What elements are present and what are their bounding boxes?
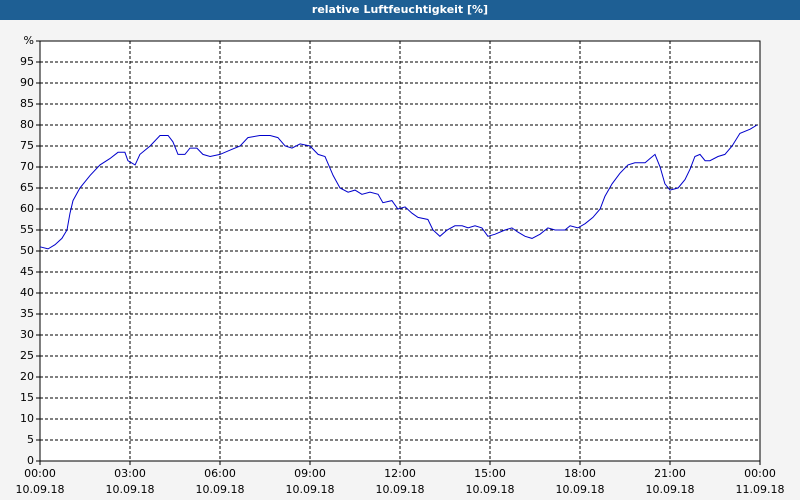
y-tick-label: 25	[20, 349, 34, 362]
x-tick-label: 09:00 10.09.18	[285, 467, 335, 496]
y-tick-label: 75	[20, 139, 34, 152]
x-tick-label: 00:00 11.09.18	[735, 467, 785, 496]
x-tick-label: 15:00 10.09.18	[465, 467, 515, 496]
data-line	[39, 124, 758, 250]
y-tick-label: 0	[27, 454, 34, 467]
y-tick-label: 65	[20, 181, 34, 194]
y-tick-label: %	[23, 34, 34, 47]
y-tick-label: 10	[20, 412, 34, 425]
x-tick-label: 12:00 10.09.18	[375, 467, 425, 496]
y-tick-label: 55	[20, 223, 34, 236]
y-tick-label: 35	[20, 307, 34, 320]
y-tick-label: 30	[20, 328, 34, 341]
y-tick-label: 5	[27, 433, 34, 446]
y-tick-label: 40	[20, 286, 34, 299]
plot-border	[39, 40, 761, 462]
x-tick-label: 21:00 10.09.18	[645, 467, 695, 496]
y-tick-label: 90	[20, 76, 34, 89]
y-tick-label: 45	[20, 265, 34, 278]
x-tick-label: 00:00 10.09.18	[15, 467, 65, 496]
y-tick-label: 15	[20, 391, 34, 404]
y-tick-label: 70	[20, 160, 34, 173]
y-tick-label: 50	[20, 244, 34, 257]
y-tick-label: 85	[20, 97, 34, 110]
x-tick-label: 06:00 10.09.18	[195, 467, 245, 496]
y-tick-label: 80	[20, 118, 34, 131]
title-bar: relative Luftfeuchtigkeit [%]	[0, 0, 800, 20]
y-tick-label: 20	[20, 370, 34, 383]
x-tick-label: 18:00 10.09.18	[555, 467, 605, 496]
y-tick-label: 60	[20, 202, 34, 215]
x-tick-label: 03:00 10.09.18	[105, 467, 155, 496]
y-tick-label: 95	[20, 55, 34, 68]
